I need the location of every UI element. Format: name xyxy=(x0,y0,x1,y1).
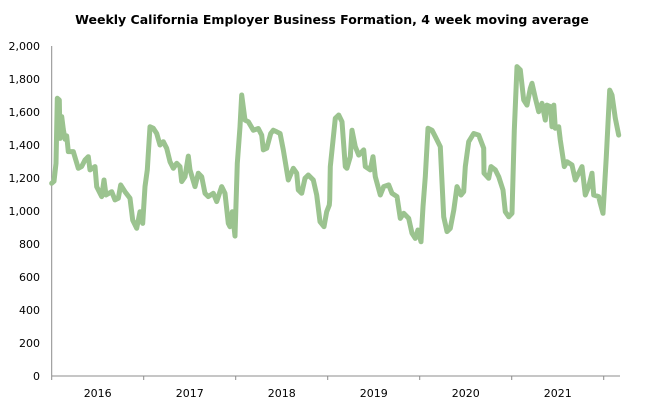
x-tick-label: 2021 xyxy=(544,387,572,400)
y-tick-label: 400 xyxy=(19,304,40,317)
x-tick-label: 2017 xyxy=(176,387,204,400)
y-tick-label: 1,800 xyxy=(9,73,41,86)
y-tick-label: 0 xyxy=(33,370,40,383)
y-tick-label: 800 xyxy=(19,238,40,251)
x-axis-ticks: 2016 2017 2018 2019 2020 2021 xyxy=(51,376,605,400)
series-line xyxy=(49,64,622,245)
y-tick-label: 200 xyxy=(19,337,40,350)
x-tick-label: 2019 xyxy=(360,387,388,400)
y-tick-label: 2,000 xyxy=(9,40,41,53)
y-tick-label: 1,000 xyxy=(9,205,41,218)
chart-title: Weekly California Employer Business Form… xyxy=(75,12,589,27)
x-tick-label: 2020 xyxy=(452,387,480,400)
y-axis-ticks: 0 200 400 600 800 1,000 1,200 1,400 1,600 1,800 2,… xyxy=(9,40,41,383)
y-tick-label: 1,200 xyxy=(9,172,41,185)
y-tick-label: 1,600 xyxy=(9,106,41,119)
x-tick-label: 2018 xyxy=(268,387,296,400)
x-tick-label: 2016 xyxy=(84,387,112,400)
y-tick-label: 1,400 xyxy=(9,139,41,152)
y-tick-label: 600 xyxy=(19,271,40,284)
